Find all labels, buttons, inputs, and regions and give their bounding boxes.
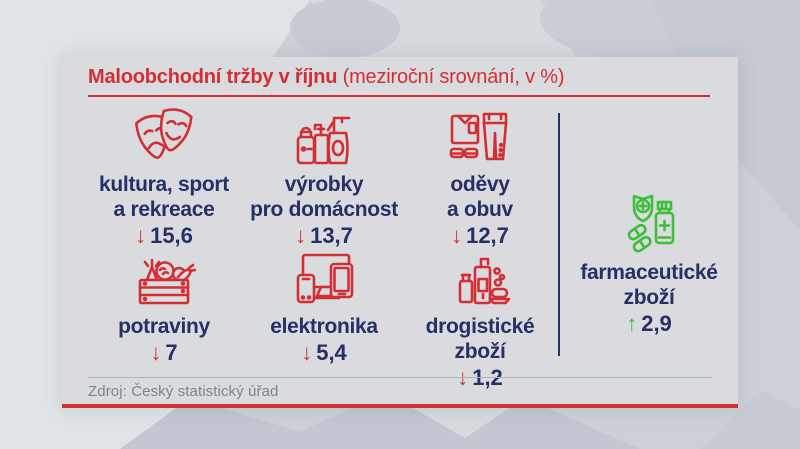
vegetable-crate-icon xyxy=(138,258,196,305)
clothing-and-shoes-icon xyxy=(449,112,508,161)
up-arrow-icon: ↑ xyxy=(626,311,638,336)
icon-box xyxy=(395,105,565,169)
cleaning-products-icon xyxy=(296,116,351,165)
down-arrow-icon: ↓ xyxy=(150,340,162,365)
value-number: 5,4 xyxy=(316,340,347,365)
title-underline xyxy=(88,95,710,97)
down-arrow-icon: ↓ xyxy=(135,223,147,248)
category-label: farmaceutické zboží xyxy=(580,261,718,309)
down-arrow-icon: ↓ xyxy=(451,223,463,248)
category-potraviny: potraviny ↓ 7 xyxy=(79,247,249,366)
down-arrow-icon: ↓ xyxy=(301,340,313,365)
card-bottom-accent xyxy=(62,404,738,408)
down-arrow-icon: ↓ xyxy=(295,223,307,248)
source-text: Zdroj: Český statistický úřad xyxy=(88,383,279,400)
category-value: ↓ 7 xyxy=(79,340,249,366)
category-label: výrobky pro domácnost xyxy=(250,173,398,221)
title-main: Maloobchodní tržby v říjnu xyxy=(88,66,338,88)
category-value: ↓ 12,7 xyxy=(395,223,565,249)
category-value: ↑ 2,9 xyxy=(564,311,734,337)
infographic-card: Maloobchodní tržby v říjnu (meziroční sr… xyxy=(62,57,738,408)
value-number: 12,7 xyxy=(466,223,509,248)
category-value: ↓ 15,6 xyxy=(79,223,249,249)
toiletries-icon xyxy=(458,257,511,305)
category-value: ↓ 13,7 xyxy=(239,223,409,249)
icon-box xyxy=(79,105,249,169)
category-kultura-sport-rekreace: kultura, sport a rekreace ↓ 15,6 xyxy=(79,105,249,249)
theater-masks-icon xyxy=(135,108,193,159)
icon-box xyxy=(79,247,249,311)
category-elektronika: elektronika ↓ 5,4 xyxy=(239,247,409,366)
category-value: ↓ 5,4 xyxy=(239,340,409,366)
title-note: (meziroční srovnání, v %) xyxy=(342,66,565,88)
value-number: 13,7 xyxy=(310,223,353,248)
category-odevy-a-obuv: oděvy a obuv ↓ 12,7 xyxy=(395,105,565,249)
category-drogisticke-zbozi: drogistické zboží ↓1,2 xyxy=(395,247,565,391)
icon-box xyxy=(564,186,734,254)
icon-box xyxy=(395,247,565,311)
page-title: Maloobchodní tržby v říjnu (meziroční sr… xyxy=(88,66,718,89)
pharmaceuticals-icon xyxy=(627,194,675,253)
category-vyrobky-pro-domacnost: výrobky pro domácnost ↓ 13,7 xyxy=(239,105,409,249)
icon-box xyxy=(239,105,409,169)
electronic-devices-icon xyxy=(296,253,354,304)
value-number: 2,9 xyxy=(641,311,672,336)
icon-box xyxy=(239,247,409,311)
source-divider xyxy=(88,377,712,378)
category-value: ↓1,2 xyxy=(395,365,565,391)
category-label: drogistické zboží xyxy=(425,315,535,363)
category-label: oděvy a obuv xyxy=(447,173,513,221)
category-label: elektronika xyxy=(270,315,378,338)
value-number: 7 xyxy=(165,340,178,365)
category-label: kultura, sport a rekreace xyxy=(99,173,229,221)
value-number: 15,6 xyxy=(150,223,193,248)
vertical-divider xyxy=(558,113,560,356)
category-farmaceuticke-zbozi: farmaceutické zboží ↑ 2,9 xyxy=(564,186,734,337)
category-label: potraviny xyxy=(118,315,210,338)
